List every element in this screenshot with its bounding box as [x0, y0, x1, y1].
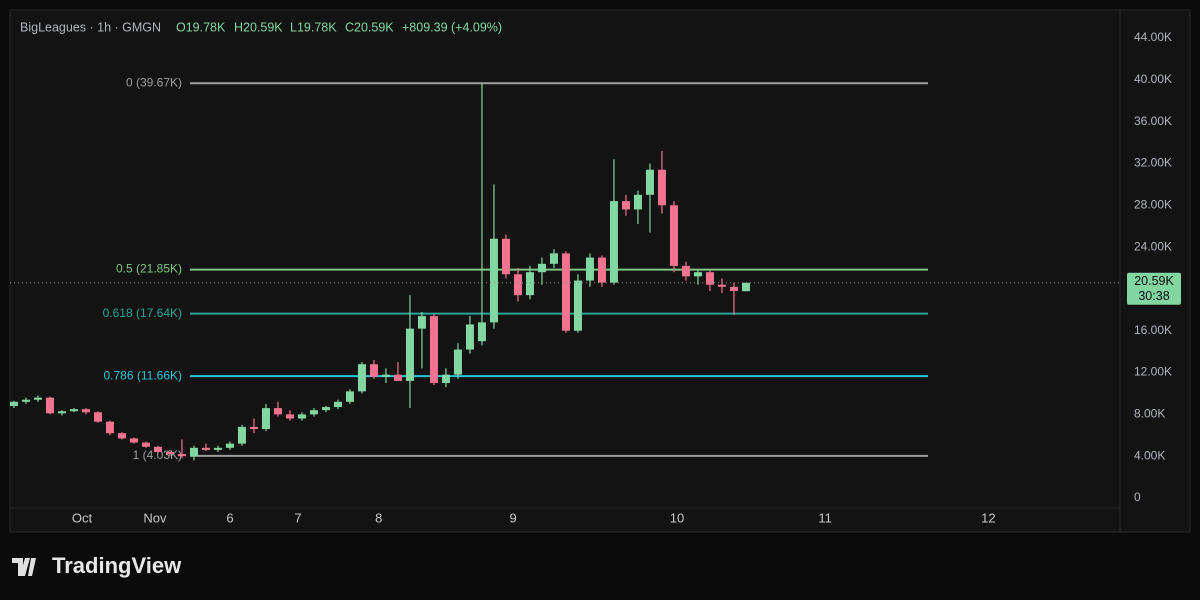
candle-body: [81, 409, 90, 413]
candle-body: [9, 401, 18, 406]
fib-label: 0.5 (21.85K): [116, 262, 182, 276]
candle-body: [381, 374, 390, 377]
candle-body: [165, 452, 174, 455]
candle-body: [309, 410, 318, 415]
candle-body: [225, 443, 234, 448]
candle-body: [669, 205, 678, 266]
candle-body: [525, 272, 534, 296]
candle-body: [105, 421, 114, 434]
price-tag-value: 20.59K: [1134, 274, 1174, 288]
candle-body: [117, 433, 126, 439]
candle-body: [141, 442, 150, 447]
candle-body: [429, 316, 438, 383]
candle-body: [573, 280, 582, 331]
y-tick-label: 44.00K: [1134, 30, 1172, 44]
candle-body: [717, 284, 726, 287]
y-tick-label: 32.00K: [1134, 156, 1172, 170]
candle-body: [321, 407, 330, 411]
candle-body: [633, 194, 642, 210]
x-tick-label: Nov: [143, 510, 167, 525]
ohlc-open: O19.78K: [176, 20, 226, 34]
candle-body: [417, 316, 426, 329]
candle-body: [177, 454, 186, 457]
x-tick-label: 12: [981, 510, 995, 525]
y-tick-label: 4.00K: [1134, 448, 1165, 462]
price-tag-countdown: 30:38: [1138, 289, 1169, 303]
candle-body: [561, 253, 570, 331]
candle-body: [513, 274, 522, 296]
ohlc-high: H20.59K: [234, 20, 283, 34]
y-tick-label: 0: [1134, 490, 1141, 504]
y-tick-label: 28.00K: [1134, 197, 1172, 211]
fib-label: 0.786 (11.66K): [104, 368, 183, 382]
candle-body: [489, 238, 498, 323]
candle-body: [501, 238, 510, 275]
candle-body: [549, 253, 558, 264]
ohlc-close: C20.59K: [345, 20, 394, 34]
x-tick-label: 11: [818, 510, 832, 525]
price-tag: [1127, 272, 1181, 305]
x-tick-label: 6: [226, 510, 233, 525]
candle-body: [621, 201, 630, 210]
y-tick-label: 40.00K: [1134, 72, 1172, 86]
candle-body: [345, 391, 354, 402]
candle-body: [741, 282, 750, 292]
candle-body: [609, 201, 618, 283]
candle-body: [201, 447, 210, 450]
candle-body: [477, 322, 486, 342]
change: +809.39 (+4.09%): [402, 20, 502, 34]
candle-body: [333, 401, 342, 408]
candle-body: [33, 397, 42, 400]
candle-body: [285, 414, 294, 419]
y-tick-label: 36.00K: [1134, 114, 1172, 128]
x-tick-label: 8: [375, 510, 382, 525]
candle-body: [597, 257, 606, 283]
candle-body: [645, 169, 654, 195]
candle-body: [369, 364, 378, 377]
candle-body: [465, 324, 474, 350]
candle-body: [93, 412, 102, 422]
candle-body: [69, 409, 78, 412]
candle-body: [657, 169, 666, 206]
fib-label: 0 (39.67K): [126, 75, 182, 89]
brand: TradingView: [52, 553, 182, 578]
candle-body: [681, 265, 690, 277]
candle-body: [189, 447, 198, 457]
candle-body: [45, 397, 54, 414]
candle-body: [297, 414, 306, 419]
y-tick-label: 16.00K: [1134, 323, 1172, 337]
logo: [12, 558, 36, 576]
candle-body: [729, 286, 738, 291]
candle-body: [57, 411, 66, 414]
y-tick-label: 12.00K: [1134, 365, 1172, 379]
candle-body: [261, 408, 270, 429]
candle-body: [273, 408, 282, 415]
candle-body: [393, 374, 402, 381]
candle-body: [705, 272, 714, 285]
candle-body: [153, 446, 162, 452]
symbol: BigLeagues · 1h · GMGN: [20, 20, 161, 34]
x-tick-label: 9: [510, 510, 517, 525]
candle-body: [357, 364, 366, 392]
candle-body: [21, 399, 30, 402]
candle-body: [405, 328, 414, 381]
candle-body: [249, 426, 258, 429]
candle-body: [441, 374, 450, 383]
x-tick-label: 10: [670, 510, 684, 525]
y-tick-label: 24.00K: [1134, 239, 1172, 253]
candle-body: [237, 426, 246, 444]
y-tick-label: 8.00K: [1134, 407, 1165, 421]
candle-body: [453, 349, 462, 375]
fib-label: 0.618 (17.64K): [103, 306, 182, 320]
candle-body: [693, 272, 702, 277]
x-tick-label: Oct: [72, 510, 93, 525]
candle-body: [537, 263, 546, 273]
x-tick-label: 7: [294, 510, 301, 525]
candle-body: [585, 257, 594, 281]
candle-body: [213, 447, 222, 450]
candle-body: [129, 438, 138, 443]
ohlc-low: L19.78K: [290, 20, 337, 34]
